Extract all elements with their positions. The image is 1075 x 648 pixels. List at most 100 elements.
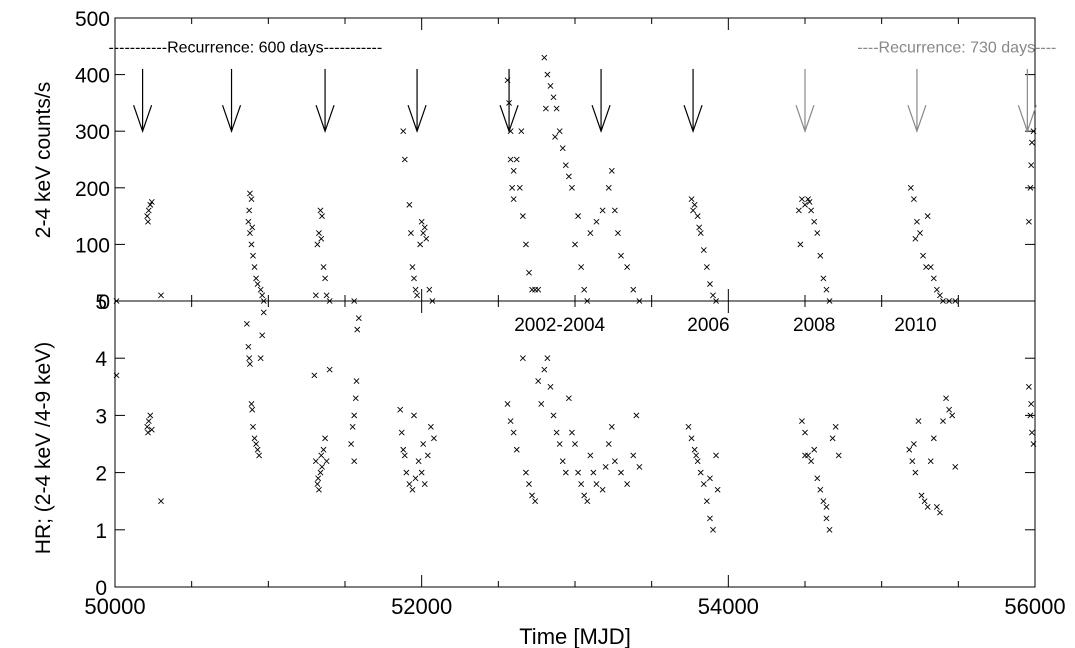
x-tick-label: 50000: [84, 594, 145, 619]
hardness-ratio-point: [406, 481, 413, 487]
hardness-ratio-point: [253, 441, 259, 447]
hardness-ratio-point: [544, 355, 551, 362]
recurrence-label: ----Recurrence: 730 days----: [857, 39, 1056, 56]
hardness-ratio-point: [412, 475, 419, 482]
hardness-ratio-point: [513, 446, 520, 453]
count-rate-point: [412, 286, 419, 293]
hardness-ratio-point: [618, 469, 624, 476]
count-rate-point: [507, 156, 514, 163]
hardness-ratio-point: [145, 429, 151, 436]
count-rate-point: [587, 230, 594, 236]
count-rate-point: [565, 173, 572, 180]
count-rate-point: [158, 292, 164, 299]
hardness-ratio-point: [541, 366, 548, 373]
count-rate-point: [1025, 218, 1032, 225]
hardness-ratio-point: [320, 446, 327, 453]
hardness-ratio-point: [319, 463, 325, 470]
count-rate-point: [259, 292, 266, 299]
hardness-ratio-point: [685, 423, 692, 430]
hardness-ratio-point: [424, 452, 431, 459]
count-rate-point: [914, 218, 920, 225]
count-rate-point: [805, 196, 811, 203]
hardness-ratio-point: [349, 423, 356, 430]
count-rate-point: [510, 167, 517, 174]
recurrence-arrow: [315, 68, 335, 134]
count-rate-point: [513, 156, 520, 163]
count-rate-point: [795, 207, 802, 214]
top-y-tick-label: 100: [75, 234, 110, 257]
count-rate-point: [811, 218, 818, 225]
hardness-ratio-point: [532, 498, 539, 505]
count-rate-point: [411, 275, 417, 282]
hardness-ratio-point: [593, 481, 600, 487]
count-rate-point: [559, 145, 566, 152]
count-rate-point: [319, 213, 325, 220]
count-rate-point: [806, 199, 813, 205]
count-rate-point: [1030, 128, 1037, 135]
hardness-ratio-point: [814, 475, 821, 482]
count-rate-point: [696, 224, 703, 231]
x-axis-label: Time [MJD]: [519, 624, 631, 648]
hardness-ratio-point: [259, 332, 266, 339]
hardness-ratio-point: [578, 481, 585, 487]
hardness-ratio-point: [915, 418, 922, 425]
count-rate-point: [145, 218, 151, 225]
hardness-ratio-point: [1025, 383, 1032, 390]
hardness-ratio-point: [158, 498, 164, 505]
hardness-ratio-point: [949, 412, 956, 419]
count-rate-point: [518, 128, 525, 135]
count-rate-point: [814, 230, 821, 236]
hardness-ratio-point: [823, 504, 830, 510]
bottom-data-points: [113, 309, 1037, 533]
hardness-ratio-point: [565, 395, 572, 402]
recurrence-label: -----------Recurrence: 600 days---------…: [108, 39, 382, 56]
hardness-ratio-point: [1028, 401, 1035, 407]
hardness-ratio-point: [538, 401, 545, 407]
count-rate-point: [314, 241, 321, 248]
hardness-ratio-point: [245, 343, 252, 350]
count-rate-point: [144, 213, 151, 220]
hardness-ratio-point: [251, 435, 258, 442]
hardness-ratio-point: [826, 526, 833, 533]
count-rate-point: [624, 264, 631, 270]
hardness-ratio-point: [559, 458, 566, 465]
hardness-ratio-point: [808, 458, 815, 465]
count-rate-point: [535, 286, 542, 293]
hardness-ratio-point: [823, 515, 830, 522]
hardness-ratio-point: [602, 463, 609, 470]
hardness-ratio-point: [694, 458, 701, 465]
hardness-ratio-point: [415, 458, 422, 465]
count-rate-point: [418, 218, 425, 225]
recurrence-arrow: [407, 68, 427, 134]
count-rate-point: [323, 292, 330, 299]
hardness-ratio-point: [145, 418, 152, 425]
count-rate-point: [506, 99, 512, 106]
recurrence-arrows: [133, 68, 1037, 134]
top-y-tick-label: 300: [75, 121, 110, 144]
hardness-ratio-point: [910, 441, 917, 447]
hardness-ratio-point: [927, 458, 934, 465]
year-label: 2008: [793, 315, 835, 336]
count-rate-point: [697, 230, 704, 236]
count-rate-point: [550, 94, 557, 101]
bottom-y-axis: 0 1 2 3 4 5: [95, 291, 1035, 600]
hardness-ratio-point: [326, 366, 333, 373]
hardness-ratio-point: [504, 401, 511, 407]
count-rate-point: [408, 230, 414, 236]
count-rate-point: [694, 213, 701, 220]
x-tick-label: 52000: [391, 594, 452, 619]
hardness-ratio-point: [526, 481, 532, 487]
count-rate-point: [318, 235, 325, 242]
hardness-ratio-point: [547, 383, 554, 390]
hardness-ratio-point: [909, 458, 916, 465]
count-rate-point: [599, 207, 606, 214]
count-rate-point: [426, 286, 433, 293]
hardness-ratio-point: [351, 412, 358, 419]
count-rate-point: [907, 184, 914, 191]
count-rate-point: [401, 156, 408, 163]
count-rate-point: [246, 207, 253, 214]
count-rate-point: [802, 201, 808, 208]
count-rate-point: [248, 196, 255, 203]
hardness-ratio-point: [921, 498, 928, 505]
hardness-ratio-point: [811, 446, 818, 453]
